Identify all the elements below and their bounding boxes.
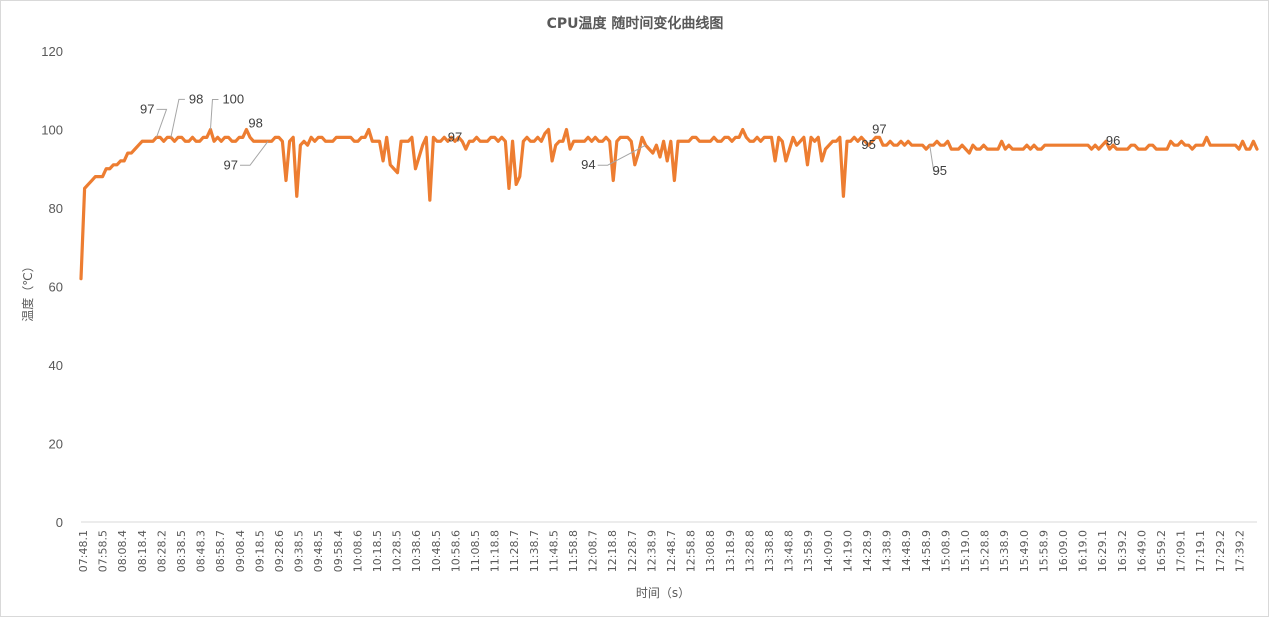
x-tick-label: 16:29.1 xyxy=(1096,530,1109,572)
x-tick-label: 15:28.8 xyxy=(979,530,992,572)
x-tick-label: 12:28.7 xyxy=(626,530,639,572)
x-tick-label: 17:39.2 xyxy=(1233,530,1246,572)
data-label: 97 xyxy=(224,157,238,172)
y-tick-label: 80 xyxy=(49,201,63,216)
x-tick-label: 12:48.7 xyxy=(665,530,678,572)
x-tick-label: 17:09.1 xyxy=(1175,530,1188,572)
data-label: 97 xyxy=(448,129,462,144)
y-tick-label: 60 xyxy=(49,280,63,295)
x-tick-label: 17:29.2 xyxy=(1214,530,1227,572)
x-tick-label: 09:08.4 xyxy=(234,530,247,572)
chart-title: CPU温度 随时间变化曲线图 xyxy=(547,15,724,32)
data-label-leader xyxy=(209,99,219,130)
x-tick-label: 09:18.5 xyxy=(253,530,266,572)
x-tick-label: 15:49.0 xyxy=(1018,530,1031,572)
x-tick-label: 09:58.4 xyxy=(332,530,345,572)
x-tick-label: 09:48.5 xyxy=(312,530,325,572)
data-label-leader xyxy=(156,108,168,138)
x-axis-title: 时间（s） xyxy=(636,586,690,600)
y-axis-tick-labels: 0 20 40 60 80 100 120 xyxy=(41,44,63,530)
x-tick-label: 13:18.9 xyxy=(724,530,737,572)
data-label: 98 xyxy=(248,116,262,131)
x-tick-label: 11:18.8 xyxy=(489,530,502,572)
data-label-leader xyxy=(929,145,940,172)
x-tick-label: 11:58.8 xyxy=(567,530,580,572)
x-tick-label: 14:19.0 xyxy=(841,530,854,572)
x-tick-label: 07:48.1 xyxy=(77,530,90,572)
y-tick-label: 0 xyxy=(56,515,63,530)
data-label: 97 xyxy=(872,121,886,136)
data-label-leader xyxy=(240,140,269,166)
x-tick-label: 08:08.4 xyxy=(116,530,129,572)
x-tick-label: 10:18.5 xyxy=(371,530,384,572)
x-tick-label: 11:08.5 xyxy=(469,530,482,572)
data-label: 94 xyxy=(581,157,595,172)
x-tick-label: 17:19.1 xyxy=(1194,530,1207,572)
data-label-leader xyxy=(597,144,646,166)
x-tick-label: 10:58.6 xyxy=(449,530,462,572)
x-tick-label: 16:09.0 xyxy=(1057,530,1070,572)
x-tick-label: 14:48.9 xyxy=(900,530,913,572)
y-tick-label: 20 xyxy=(49,437,63,452)
data-label: 95 xyxy=(932,163,946,178)
data-label: 96 xyxy=(1106,133,1120,148)
data-label: 98 xyxy=(189,91,203,106)
x-tick-label: 07:58.5 xyxy=(97,530,110,572)
data-label: 95 xyxy=(861,137,875,152)
x-tick-label: 12:58.8 xyxy=(685,530,698,572)
x-tick-label: 08:28.2 xyxy=(155,530,168,572)
x-tick-label: 09:38.5 xyxy=(293,530,306,572)
x-tick-label: 16:59.2 xyxy=(1155,530,1168,572)
x-tick-label: 14:38.9 xyxy=(881,530,894,572)
x-tick-label: 14:58.9 xyxy=(920,530,933,572)
data-label: 97 xyxy=(140,101,154,116)
x-tick-label: 13:48.8 xyxy=(783,530,796,572)
x-tick-label: 12:08.7 xyxy=(587,530,600,572)
y-axis-title: 温度（℃） xyxy=(20,260,35,321)
x-tick-label: 13:38.8 xyxy=(763,530,776,572)
x-tick-label: 08:58.7 xyxy=(214,530,227,572)
y-tick-label: 40 xyxy=(49,358,63,373)
x-tick-label: 08:38.5 xyxy=(175,530,188,572)
x-tick-label: 13:58.9 xyxy=(802,530,815,572)
y-tick-label: 100 xyxy=(41,123,63,138)
x-tick-label: 10:38.6 xyxy=(410,530,423,572)
x-tick-label: 11:48.5 xyxy=(547,530,560,572)
data-label: 100 xyxy=(222,92,244,107)
x-tick-label: 10:28.5 xyxy=(391,530,404,572)
x-tick-label: 15:58.9 xyxy=(1037,530,1050,572)
x-tick-label: 16:49.0 xyxy=(1135,530,1148,572)
x-tick-label: 14:09.0 xyxy=(822,530,835,572)
x-tick-label: 12:38.9 xyxy=(645,530,658,572)
x-tick-label: 11:38.7 xyxy=(528,530,541,572)
x-tick-label: 15:19.0 xyxy=(959,530,972,572)
x-tick-label: 16:19.0 xyxy=(1077,530,1090,572)
x-tick-label: 10:08.6 xyxy=(351,530,364,572)
x-axis-tick-labels: 07:48.1 07:58.5 08:08.4 08:18.4 08:28.2 08:38… xyxy=(77,530,1246,572)
x-tick-label: 11:28.7 xyxy=(508,530,521,572)
y-tick-label: 120 xyxy=(41,44,63,59)
x-tick-label: 14:28.9 xyxy=(861,530,874,572)
x-tick-label: 12:18.8 xyxy=(606,530,619,572)
series-layer xyxy=(79,127,1259,281)
x-tick-label: 16:39.2 xyxy=(1116,530,1129,572)
x-tick-label: 10:48.5 xyxy=(430,530,443,572)
x-tick-label: 15:38.9 xyxy=(998,530,1011,572)
x-tick-label: 08:48.3 xyxy=(195,530,208,572)
x-tick-label: 13:28.8 xyxy=(743,530,756,572)
x-tick-label: 09:28.6 xyxy=(273,530,286,572)
x-tick-label: 13:08.8 xyxy=(704,530,717,572)
x-tick-label: 08:18.4 xyxy=(136,530,149,572)
data-label-leader xyxy=(170,98,185,138)
x-tick-label: 15:08.9 xyxy=(939,530,952,572)
series-line xyxy=(79,127,1259,281)
